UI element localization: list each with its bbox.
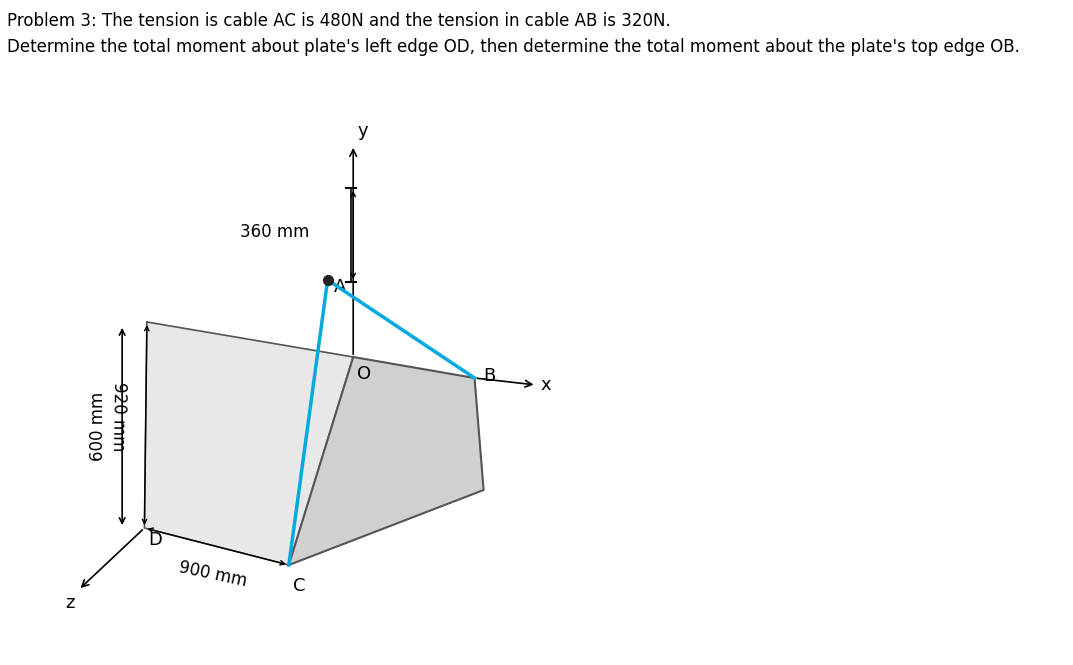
Polygon shape [145,322,353,565]
Text: O: O [357,365,371,383]
Text: B: B [483,367,495,385]
Text: 900 mm: 900 mm [177,559,248,591]
Text: x: x [541,376,552,394]
Text: y: y [357,122,368,140]
Text: 360 mm: 360 mm [240,223,309,241]
Text: 600 mm: 600 mm [89,392,107,461]
Text: C: C [293,577,306,595]
Polygon shape [289,357,484,565]
Text: Problem 3: The tension is cable AC is 480N and the tension in cable AB is 320N.: Problem 3: The tension is cable AC is 48… [6,12,671,30]
Text: 920 mm: 920 mm [108,382,128,452]
Text: A: A [334,278,346,296]
Text: z: z [65,594,75,612]
Text: Determine the total moment about plate's left edge OD, then determine the total : Determine the total moment about plate's… [6,38,1019,56]
Text: D: D [148,531,162,549]
